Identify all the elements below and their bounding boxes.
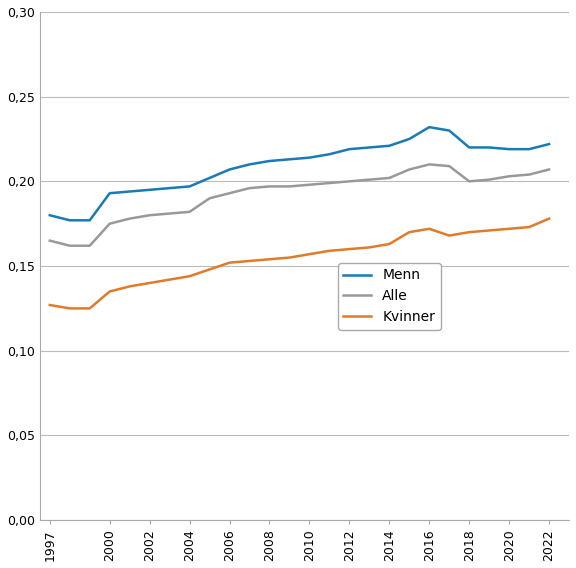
Alle <box>386 174 393 181</box>
Menn <box>106 190 113 197</box>
Kvinner <box>426 225 433 232</box>
Kvinner <box>286 254 293 261</box>
Kvinner <box>46 302 53 308</box>
Alle <box>526 171 533 178</box>
Menn <box>526 146 533 153</box>
Menn <box>366 144 373 151</box>
Legend: Menn, Alle, Kvinner: Menn, Alle, Kvinner <box>338 263 441 330</box>
Menn <box>545 141 552 148</box>
Menn <box>406 136 413 143</box>
Kvinner <box>545 215 552 222</box>
Alle <box>506 173 513 179</box>
Kvinner <box>386 241 393 248</box>
Alle <box>426 161 433 168</box>
Kvinner <box>326 248 333 254</box>
Menn <box>286 156 293 163</box>
Kvinner <box>166 276 173 283</box>
Alle <box>346 178 353 185</box>
Line: Kvinner: Kvinner <box>50 219 549 308</box>
Menn <box>266 157 273 164</box>
Alle <box>486 176 492 183</box>
Alle <box>46 237 53 244</box>
Menn <box>306 154 313 161</box>
Kvinner <box>66 305 73 312</box>
Kvinner <box>106 288 113 295</box>
Alle <box>66 243 73 249</box>
Alle <box>545 166 552 173</box>
Kvinner <box>466 229 473 236</box>
Alle <box>406 166 413 173</box>
Menn <box>46 212 53 219</box>
Menn <box>166 185 173 191</box>
Menn <box>486 144 492 151</box>
Kvinner <box>506 225 513 232</box>
Menn <box>186 183 193 190</box>
Kvinner <box>366 244 373 251</box>
Alle <box>186 208 193 215</box>
Menn <box>126 188 133 195</box>
Alle <box>446 162 453 169</box>
Menn <box>426 124 433 131</box>
Alle <box>286 183 293 190</box>
Kvinner <box>306 251 313 258</box>
Alle <box>206 195 213 202</box>
Kvinner <box>446 232 453 239</box>
Menn <box>326 151 333 158</box>
Kvinner <box>526 224 533 231</box>
Alle <box>466 178 473 185</box>
Alle <box>106 220 113 227</box>
Kvinner <box>206 266 213 273</box>
Menn <box>386 143 393 149</box>
Menn <box>86 217 93 224</box>
Menn <box>466 144 473 151</box>
Kvinner <box>86 305 93 312</box>
Menn <box>66 217 73 224</box>
Kvinner <box>266 256 273 262</box>
Alle <box>366 176 373 183</box>
Alle <box>146 212 153 219</box>
Kvinner <box>406 229 413 236</box>
Alle <box>86 243 93 249</box>
Alle <box>126 215 133 222</box>
Kvinner <box>226 259 233 266</box>
Alle <box>266 183 273 190</box>
Alle <box>306 181 313 188</box>
Kvinner <box>346 246 353 253</box>
Alle <box>166 210 173 217</box>
Kvinner <box>126 283 133 290</box>
Line: Alle: Alle <box>50 164 549 246</box>
Kvinner <box>246 257 253 264</box>
Menn <box>146 186 153 193</box>
Menn <box>246 161 253 168</box>
Menn <box>206 174 213 181</box>
Kvinner <box>486 227 492 234</box>
Alle <box>246 185 253 191</box>
Alle <box>326 179 333 186</box>
Line: Menn: Menn <box>50 127 549 220</box>
Menn <box>226 166 233 173</box>
Menn <box>346 146 353 153</box>
Menn <box>446 127 453 134</box>
Alle <box>226 190 233 197</box>
Menn <box>506 146 513 153</box>
Kvinner <box>186 273 193 279</box>
Kvinner <box>146 279 153 286</box>
